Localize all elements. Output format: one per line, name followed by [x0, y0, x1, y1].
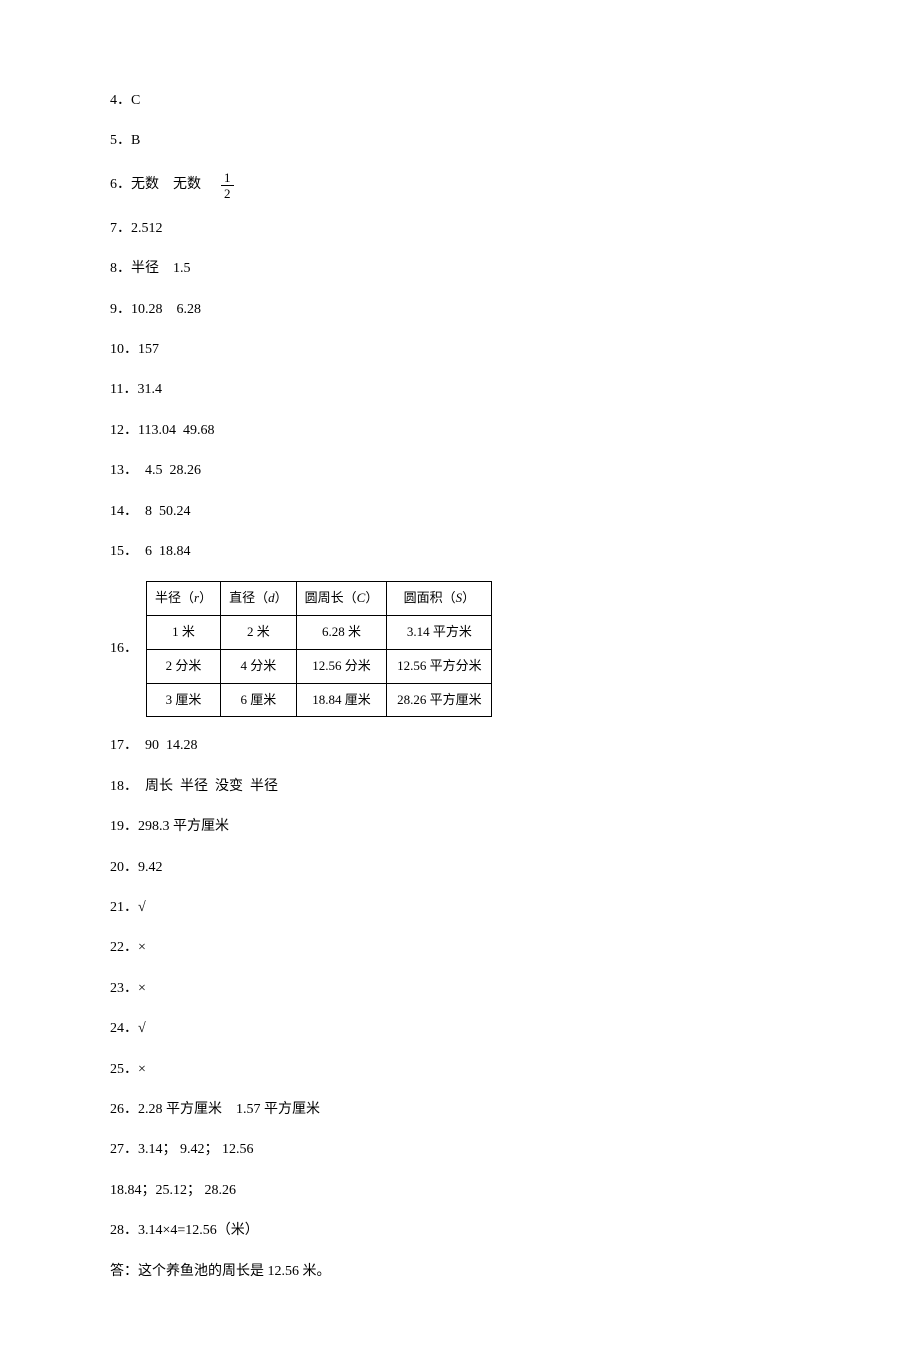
answer-16: 16． 半径（r） 直径（d） 圆周长（C） 圆面积（S） 1 米 2 米 6.…: [110, 581, 810, 717]
answer-13: 13． 4.5 28.26: [110, 460, 810, 482]
answer-text: 20．9.42: [110, 857, 163, 879]
hdr-pre: 圆面积（: [404, 590, 456, 605]
answer-text: 14． 8 50.24: [110, 501, 191, 523]
answer-14: 14． 8 50.24: [110, 501, 810, 523]
table-cell: 12.56 分米: [296, 649, 387, 683]
hdr-var: C: [357, 590, 366, 605]
answer-25: 25．×: [110, 1059, 810, 1081]
answer-8: 8．半径 1.5: [110, 258, 810, 280]
table-cell: 28.26 平方厘米: [387, 683, 492, 717]
table-row: 1 米 2 米 6.28 米 3.14 平方米: [147, 616, 492, 650]
answer-text: 答：这个养鱼池的周长是 12.56 米。: [110, 1261, 331, 1283]
table-cell: 2 米: [221, 616, 297, 650]
answer-22: 22．×: [110, 937, 810, 959]
answer-text: 4．C: [110, 90, 140, 112]
answer-28-text: 答：这个养鱼池的周长是 12.56 米。: [110, 1261, 810, 1283]
answer-text: 5．B: [110, 130, 140, 152]
answer-text: 18.84；25.12； 28.26: [110, 1180, 236, 1202]
hdr-post: ）: [199, 590, 212, 605]
table-header-d: 直径（d）: [221, 582, 297, 616]
hdr-post: ）: [275, 590, 288, 605]
answer-text: 6．无数 无数: [110, 174, 215, 196]
circle-table: 半径（r） 直径（d） 圆周长（C） 圆面积（S） 1 米 2 米 6.28 米…: [146, 581, 492, 717]
answer-text: 11．31.4: [110, 379, 162, 401]
answer-text: 27．3.14； 9.42； 12.56: [110, 1139, 254, 1161]
table-cell: 2 分米: [147, 649, 221, 683]
hdr-post: ）: [462, 590, 475, 605]
answer-20: 20．9.42: [110, 857, 810, 879]
answer-text: 17． 90 14.28: [110, 735, 198, 757]
answer-17: 17． 90 14.28: [110, 735, 810, 757]
table-cell: 6 厘米: [221, 683, 297, 717]
table-cell: 3 厘米: [147, 683, 221, 717]
answer-text: 15． 6 18.84: [110, 541, 191, 563]
answer-text: 10．157: [110, 339, 159, 361]
answer-10: 10．157: [110, 339, 810, 361]
table-row: 2 分米 4 分米 12.56 分米 12.56 平方分米: [147, 649, 492, 683]
answer-23: 23．×: [110, 978, 810, 1000]
answer-text: 21．√: [110, 897, 146, 919]
answer-9: 9．10.28 6.28: [110, 299, 810, 321]
answer-text: 22．×: [110, 937, 146, 959]
table-cell: 18.84 厘米: [296, 683, 387, 717]
answer-text: 18． 周长 半径 没变 半径: [110, 776, 278, 798]
answer-text: 23．×: [110, 978, 146, 1000]
table-row: 3 厘米 6 厘米 18.84 厘米 28.26 平方厘米: [147, 683, 492, 717]
answer-text: 24．√: [110, 1018, 146, 1040]
table-header-r: 半径（r）: [147, 582, 221, 616]
answer-28: 28．3.14×4=12.56（米）: [110, 1220, 810, 1242]
answer-text: 25．×: [110, 1059, 146, 1081]
answer-label: 16．: [110, 638, 138, 660]
fraction-numerator: 1: [221, 171, 234, 186]
answer-text: 7．2.512: [110, 218, 163, 240]
table-header-s: 圆面积（S）: [387, 582, 492, 616]
answer-19: 19．298.3 平方厘米: [110, 816, 810, 838]
hdr-pre: 半径（: [155, 590, 194, 605]
table-header-c: 圆周长（C）: [296, 582, 387, 616]
table-cell: 12.56 平方分米: [387, 649, 492, 683]
table-cell: 3.14 平方米: [387, 616, 492, 650]
answer-26: 26．2.28 平方厘米 1.57 平方厘米: [110, 1099, 810, 1121]
answer-text: 12．113.04 49.68: [110, 420, 214, 442]
fraction: 1 2: [221, 171, 234, 200]
answer-11: 11．31.4: [110, 379, 810, 401]
table-header-row: 半径（r） 直径（d） 圆周长（C） 圆面积（S）: [147, 582, 492, 616]
table-cell: 4 分米: [221, 649, 297, 683]
answer-12: 12．113.04 49.68: [110, 420, 810, 442]
answer-text: 19．298.3 平方厘米: [110, 816, 229, 838]
answer-27a: 27．3.14； 9.42； 12.56: [110, 1139, 810, 1161]
answer-5: 5．B: [110, 130, 810, 152]
table-cell: 1 米: [147, 616, 221, 650]
hdr-pre: 直径（: [229, 590, 268, 605]
answer-27b: 18.84；25.12； 28.26: [110, 1180, 810, 1202]
answer-21: 21．√: [110, 897, 810, 919]
answer-24: 24．√: [110, 1018, 810, 1040]
answer-15: 15． 6 18.84: [110, 541, 810, 563]
fraction-denominator: 2: [221, 186, 234, 200]
answer-text: 13． 4.5 28.26: [110, 460, 201, 482]
answer-7: 7．2.512: [110, 218, 810, 240]
answer-text: 28．3.14×4=12.56（米）: [110, 1220, 259, 1242]
hdr-pre: 圆周长（: [305, 590, 357, 605]
hdr-post: ）: [365, 590, 378, 605]
answer-text: 8．半径 1.5: [110, 258, 191, 280]
answer-6: 6．无数 无数 1 2: [110, 171, 810, 200]
answer-18: 18． 周长 半径 没变 半径: [110, 776, 810, 798]
answer-text: 26．2.28 平方厘米 1.57 平方厘米: [110, 1099, 320, 1121]
answer-4: 4．C: [110, 90, 810, 112]
answer-text: 9．10.28 6.28: [110, 299, 201, 321]
table-cell: 6.28 米: [296, 616, 387, 650]
